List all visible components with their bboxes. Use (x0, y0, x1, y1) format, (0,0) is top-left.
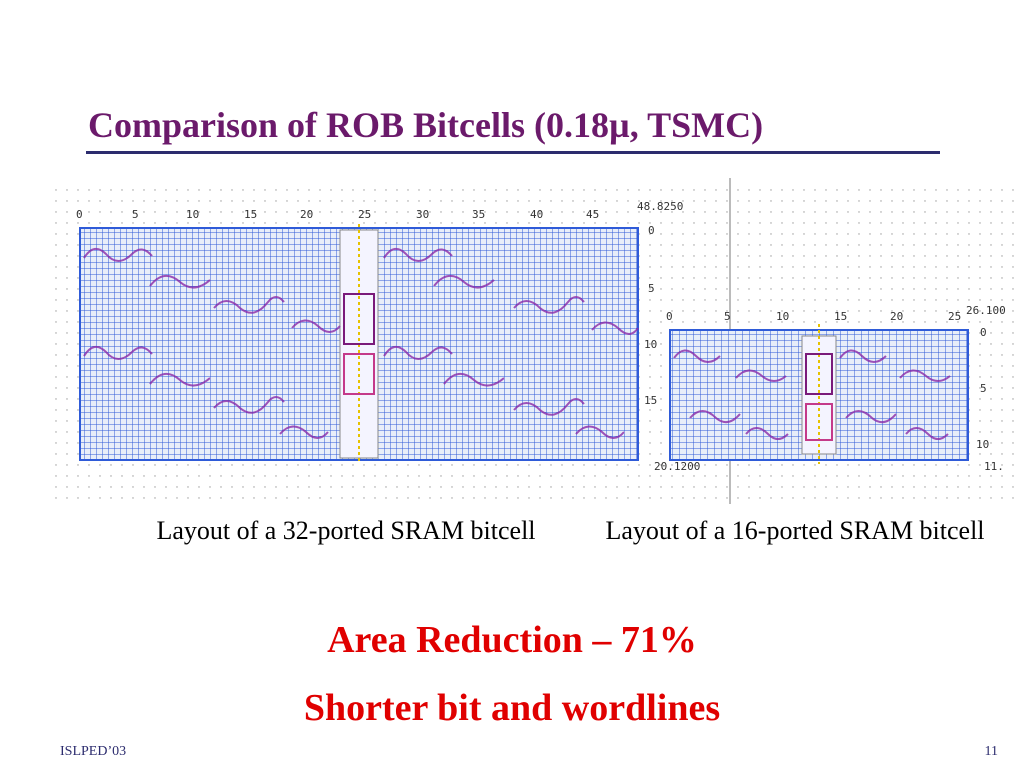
left-side-tick: 15 (644, 394, 657, 407)
left-side-tick: 0 (648, 224, 655, 237)
left-ruler-tick: 45 (586, 208, 599, 221)
right-side-tick: 10 (976, 438, 989, 451)
left-center-transistor-2 (343, 353, 375, 395)
left-ruler-tick: 15 (244, 208, 257, 221)
left-side-tick: 10 (644, 338, 657, 351)
footer-conference: ISLPED’03 (60, 744, 127, 759)
left-center-transistor (343, 293, 375, 345)
left-side-ruler: 0 5 10 15 20.1200 (644, 224, 700, 473)
left-ruler-tick: 35 (472, 208, 485, 221)
area-reduction-highlight: Area Reduction – 71% (327, 619, 697, 661)
right-ruler-tick: 10 (776, 310, 789, 323)
left-ruler-tick: 25 (358, 208, 371, 221)
left-ruler-tick: 40 (530, 208, 543, 221)
left-side-tick: 5 (648, 282, 655, 295)
right-ruler-tick: 15 (834, 310, 847, 323)
right-width-label: 26.100 (966, 304, 1006, 317)
right-top-ruler: 0 5 10 15 20 25 26.100 (666, 304, 1006, 323)
right-height-label: 11. (984, 460, 1004, 473)
shorter-lines-highlight: Shorter bit and wordlines (303, 687, 721, 729)
left-ruler-tick: 20 (300, 208, 313, 221)
caption-16-ported: Layout of a 16-ported SRAM bitcell (605, 516, 985, 545)
right-ruler-tick: 25 (948, 310, 961, 323)
left-ruler-tick: 10 (186, 208, 199, 221)
left-width-label: 48.8250 (637, 200, 683, 213)
right-ruler-tick: 5 (724, 310, 731, 323)
right-side-tick: 0 (980, 326, 987, 339)
right-center-transistor-2 (805, 403, 833, 441)
left-ruler-tick: 30 (416, 208, 429, 221)
right-ruler-tick: 20 (890, 310, 903, 323)
left-ruler-tick: 0 (76, 208, 83, 221)
footer-page-number: 11 (984, 744, 998, 759)
bitcell-layouts-figure: 0 5 10 15 20 25 30 35 40 45 48.8250 (52, 178, 1020, 504)
right-side-ruler: 0 5 10 11. (976, 326, 1004, 473)
layout-32-ported: 0 5 10 15 20 25 30 35 40 45 48.8250 (76, 200, 700, 473)
slide-title: Comparison of ROB Bitcells (0.18µ, TSMC) (88, 105, 764, 145)
right-device-blobs (673, 349, 951, 440)
left-top-ruler: 0 5 10 15 20 25 30 35 40 45 48.8250 (76, 200, 683, 221)
layout-16-ported: 0 5 10 15 20 25 26.100 0 5 10 11. (666, 304, 1006, 473)
right-side-tick: 5 (980, 382, 987, 395)
title-underline (86, 151, 940, 154)
right-ruler-tick: 0 (666, 310, 673, 323)
right-center-transistor (805, 353, 833, 395)
left-ruler-tick: 5 (132, 208, 139, 221)
left-device-blobs (83, 247, 639, 439)
caption-32-ported: Layout of a 32-ported SRAM bitcell (156, 516, 536, 545)
left-height-label: 20.1200 (654, 460, 700, 473)
